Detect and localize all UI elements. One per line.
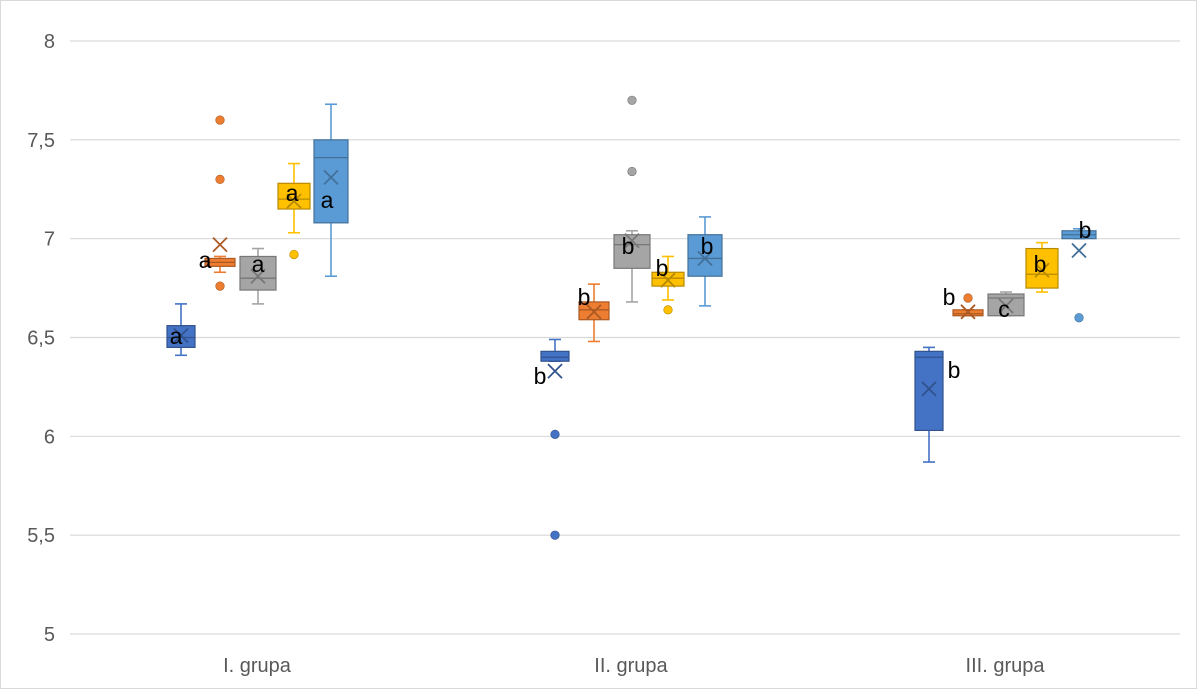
y-tick-label: 8 xyxy=(44,31,55,53)
box-series-1 xyxy=(166,303,196,357)
box-body xyxy=(239,255,277,291)
x-category-label: III. grupa xyxy=(966,655,1046,677)
significance-letter: c xyxy=(998,296,1010,322)
significance-letter: a xyxy=(199,247,212,273)
significance-letter: b xyxy=(1079,217,1092,243)
box-series-3 xyxy=(613,95,651,303)
significance-letter: b xyxy=(534,363,547,389)
outlier-point xyxy=(1074,313,1084,323)
outlier-point xyxy=(550,429,560,439)
mean-marker xyxy=(212,236,228,253)
outlier-point xyxy=(289,249,299,260)
box-series-2 xyxy=(952,293,984,320)
y-axis-ticks: 5 5,5 6 6,5 7 7,5 8 xyxy=(27,31,55,646)
significance-letter: a xyxy=(321,187,334,213)
mean-marker xyxy=(1034,262,1050,278)
gridlines xyxy=(70,40,1180,635)
box-series-4 xyxy=(277,162,311,260)
mean-marker xyxy=(921,381,937,397)
significance-letter: b xyxy=(578,284,591,310)
significance-letter: a xyxy=(170,323,183,349)
mean-marker xyxy=(624,233,640,249)
box-series-5 xyxy=(687,216,723,307)
y-tick-label: 5 xyxy=(44,624,55,646)
box-body xyxy=(613,234,651,269)
mean-marker xyxy=(660,272,676,288)
outlier-point xyxy=(963,293,973,303)
outlier-point xyxy=(663,305,673,315)
box-group xyxy=(914,227,1097,463)
significance-letter: b xyxy=(1034,251,1047,277)
box-series-2 xyxy=(578,283,610,343)
significance-letter: b xyxy=(948,357,961,383)
mean-marker xyxy=(586,304,602,320)
y-tick-label: 6,5 xyxy=(27,328,55,350)
mean-marker xyxy=(286,193,302,209)
box-series-3 xyxy=(239,247,277,305)
x-axis-categories: I. grupa II. grupa III. grupa xyxy=(223,655,1045,677)
box-group xyxy=(166,103,349,357)
box-body xyxy=(313,139,349,224)
significance-letter: a xyxy=(286,180,299,206)
mean-marker xyxy=(250,268,266,284)
mean-marker xyxy=(173,327,189,344)
significance-letter: b xyxy=(656,255,669,281)
mean-marker xyxy=(998,298,1014,314)
box-body xyxy=(914,350,944,432)
y-tick-label: 7 xyxy=(44,229,55,251)
outlier-point xyxy=(215,115,225,125)
box-series-3 xyxy=(987,291,1025,317)
y-tick-label: 7,5 xyxy=(27,130,55,152)
significance-letter: b xyxy=(701,233,714,259)
mean-marker xyxy=(960,304,976,320)
box-group xyxy=(540,95,723,540)
x-category-label: I. grupa xyxy=(223,655,292,677)
box-body xyxy=(540,350,570,362)
box-series-4 xyxy=(651,255,685,315)
outlier-point xyxy=(550,530,560,540)
box-series-2 xyxy=(204,115,236,291)
y-tick-label: 5,5 xyxy=(27,525,55,547)
x-category-label: II. grupa xyxy=(594,655,668,677)
box-body xyxy=(277,182,311,210)
outlier-point xyxy=(215,174,225,184)
significance-letter: b xyxy=(622,233,635,259)
mean-marker xyxy=(547,363,563,379)
outlier-point xyxy=(215,281,225,291)
mean-marker xyxy=(1071,242,1087,259)
significance-letter: a xyxy=(252,251,265,277)
box-series-4 xyxy=(1025,241,1059,293)
outlier-point xyxy=(627,166,637,177)
mean-marker xyxy=(697,250,713,267)
box-series-5 xyxy=(1061,227,1097,323)
box-series-1 xyxy=(914,346,944,463)
box-body xyxy=(687,234,723,277)
box-body xyxy=(1025,247,1059,289)
significance-letter: b xyxy=(943,284,956,310)
box-series-5 xyxy=(313,103,349,278)
box-series-1 xyxy=(540,338,570,540)
y-tick-label: 6 xyxy=(44,426,55,448)
mean-marker xyxy=(323,169,339,186)
outlier-point xyxy=(627,95,637,105)
